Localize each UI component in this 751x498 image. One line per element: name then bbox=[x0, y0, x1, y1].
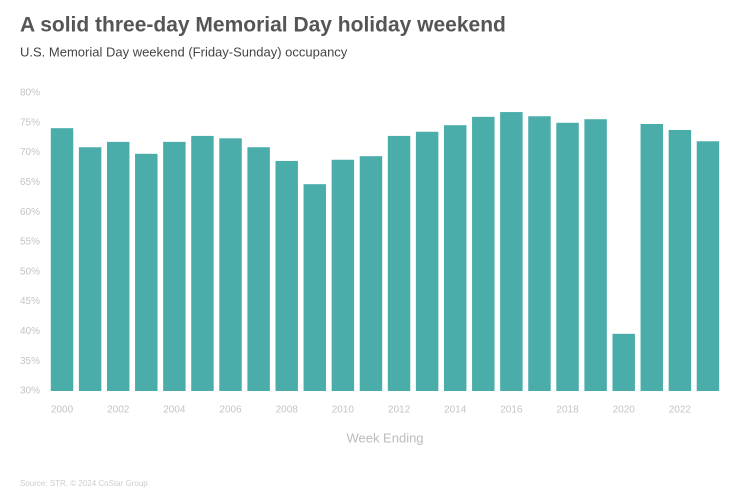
bar bbox=[584, 119, 607, 391]
y-tick-label: 45% bbox=[20, 296, 40, 307]
bar bbox=[640, 123, 664, 391]
bar bbox=[50, 128, 74, 391]
bar bbox=[612, 333, 635, 391]
chart-subtitle: U.S. Memorial Day weekend (Friday-Sunday… bbox=[20, 44, 348, 59]
y-tick-label: 75% bbox=[20, 117, 40, 128]
bar bbox=[331, 159, 355, 391]
bar bbox=[387, 135, 411, 391]
x-tick-label: 2000 bbox=[51, 405, 74, 416]
bar bbox=[191, 135, 214, 391]
y-tick-label: 60% bbox=[20, 207, 40, 218]
x-tick-label: 2004 bbox=[163, 405, 186, 416]
x-tick-label: 2002 bbox=[107, 405, 130, 416]
chart-title: A solid three-day Memorial Day holiday w… bbox=[20, 14, 506, 37]
bar bbox=[219, 138, 242, 391]
x-tick-label: 2016 bbox=[500, 405, 523, 416]
x-tick-label: 2012 bbox=[388, 405, 411, 416]
bar bbox=[528, 116, 551, 391]
bar bbox=[359, 156, 383, 391]
x-tick-label: 2022 bbox=[669, 405, 692, 416]
x-tick-label: 2018 bbox=[556, 405, 579, 416]
bar bbox=[303, 184, 327, 391]
bar bbox=[163, 141, 186, 391]
y-tick-label: 40% bbox=[20, 326, 40, 337]
y-tick-label: 50% bbox=[20, 266, 40, 277]
y-tick-label: 30% bbox=[20, 386, 40, 397]
source-note: Source: STR. © 2024 CoStar Group bbox=[20, 479, 148, 488]
y-tick-label: 65% bbox=[20, 177, 40, 188]
y-tick-label: 80% bbox=[20, 88, 40, 99]
bar bbox=[415, 131, 439, 392]
bar bbox=[443, 125, 467, 392]
x-axis-label: Week Ending bbox=[346, 430, 423, 445]
x-tick-label: 2020 bbox=[613, 405, 636, 416]
bar bbox=[135, 153, 158, 391]
bar bbox=[500, 112, 523, 392]
y-tick-label: 55% bbox=[20, 237, 40, 248]
bar bbox=[556, 122, 579, 392]
y-tick-label: 35% bbox=[20, 356, 40, 367]
x-tick-label: 2006 bbox=[219, 405, 242, 416]
x-tick-label: 2008 bbox=[276, 405, 299, 416]
bar bbox=[275, 160, 298, 391]
bar bbox=[668, 129, 692, 391]
bar bbox=[247, 147, 270, 391]
x-tick-label: 2010 bbox=[332, 405, 355, 416]
bar bbox=[472, 116, 495, 391]
y-tick-label: 70% bbox=[20, 147, 40, 158]
bar bbox=[696, 141, 720, 391]
bar bbox=[78, 147, 102, 391]
x-tick-label: 2014 bbox=[444, 405, 467, 416]
bar bbox=[106, 141, 130, 391]
